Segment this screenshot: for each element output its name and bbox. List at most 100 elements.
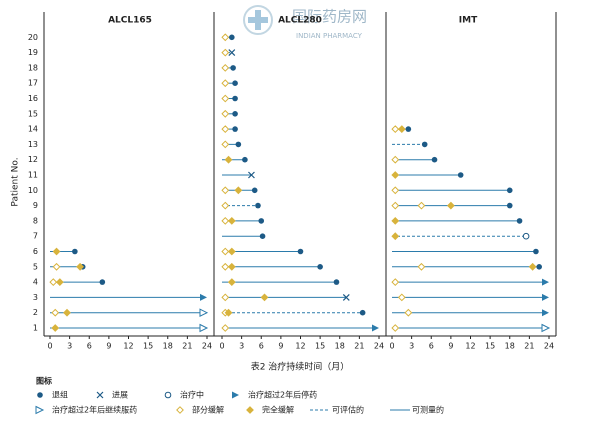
response-marker bbox=[221, 324, 230, 332]
response-marker bbox=[246, 406, 254, 414]
y-tick-label: 11 bbox=[28, 171, 38, 180]
legend-label: 治疗中 bbox=[180, 390, 204, 400]
watermark-subtitle: INDIAN PHARMACY bbox=[296, 32, 363, 40]
response-marker bbox=[221, 48, 230, 57]
x-tick-label: 15 bbox=[315, 342, 325, 351]
x-tick-label: 0 bbox=[219, 342, 224, 351]
y-tick-label: 13 bbox=[28, 140, 38, 149]
end-marker bbox=[37, 392, 43, 398]
x-axis-label: 表2 治疗持续时间（月） bbox=[251, 361, 350, 373]
end-marker bbox=[542, 278, 549, 286]
end-marker bbox=[522, 232, 530, 240]
x-tick-label: 0 bbox=[47, 342, 52, 351]
response-marker bbox=[51, 324, 60, 332]
x-tick-label: 18 bbox=[335, 342, 345, 351]
end-marker bbox=[541, 323, 551, 333]
x-tick-label: 6 bbox=[429, 342, 434, 351]
y-tick-label: 7 bbox=[33, 232, 38, 241]
response-marker bbox=[221, 94, 230, 103]
y-tick-label: 12 bbox=[28, 155, 38, 164]
end-marker bbox=[242, 156, 248, 163]
response-marker bbox=[55, 278, 64, 287]
y-tick-label: 1 bbox=[33, 324, 38, 333]
x-tick-label: 15 bbox=[485, 342, 495, 351]
end-marker bbox=[96, 391, 104, 399]
end-marker bbox=[199, 323, 209, 333]
response-marker bbox=[221, 186, 230, 195]
y-tick-label: 6 bbox=[33, 247, 38, 256]
y-tick-label: 14 bbox=[28, 125, 38, 134]
end-marker bbox=[421, 141, 428, 148]
end-marker bbox=[258, 218, 265, 224]
x-tick-label: 18 bbox=[163, 342, 173, 351]
end-marker bbox=[232, 95, 238, 102]
watermark-ring bbox=[243, 5, 273, 35]
response-marker bbox=[221, 262, 230, 271]
legend-title: 图标 bbox=[36, 376, 52, 386]
legend-label: 治疗超过2年后继续服药 bbox=[52, 405, 137, 415]
end-marker bbox=[251, 187, 258, 194]
end-marker bbox=[259, 233, 266, 239]
y-tick-label: 8 bbox=[33, 216, 38, 225]
end-marker bbox=[200, 293, 207, 301]
end-marker bbox=[35, 405, 45, 415]
end-marker bbox=[230, 65, 236, 71]
end-marker bbox=[542, 309, 549, 317]
y-tick-label: 18 bbox=[28, 63, 38, 72]
response-marker bbox=[221, 79, 230, 88]
x-tick-label: 3 bbox=[409, 342, 414, 351]
response-marker bbox=[224, 308, 233, 317]
watermark-icon bbox=[243, 5, 273, 35]
end-marker bbox=[297, 248, 304, 255]
end-marker bbox=[333, 279, 340, 285]
end-marker bbox=[255, 202, 261, 209]
response-marker bbox=[221, 201, 230, 210]
x-tick-label: 24 bbox=[374, 342, 384, 351]
panel-title: ALCL165 bbox=[108, 16, 152, 26]
y-tick-label: 15 bbox=[28, 109, 38, 118]
x-tick-label: 21 bbox=[524, 342, 534, 351]
y-tick-label: 16 bbox=[28, 94, 38, 103]
end-marker bbox=[228, 49, 236, 57]
response-marker bbox=[528, 262, 537, 271]
legend-label: 治疗超过2年后停药 bbox=[248, 390, 317, 400]
response-marker bbox=[417, 201, 426, 210]
response-marker bbox=[404, 308, 413, 317]
response-marker bbox=[221, 140, 230, 149]
x-tick-label: 6 bbox=[87, 342, 92, 351]
y-tick-label: 2 bbox=[33, 308, 38, 317]
y-tick-label: 20 bbox=[28, 33, 38, 42]
x-tick-label: 21 bbox=[182, 342, 192, 351]
x-tick-label: 12 bbox=[295, 342, 305, 351]
end-marker bbox=[506, 202, 513, 209]
end-marker bbox=[229, 34, 235, 41]
end-marker bbox=[359, 309, 366, 316]
response-marker bbox=[221, 109, 230, 118]
response-marker bbox=[52, 262, 61, 271]
y-tick-label: 4 bbox=[33, 278, 38, 287]
end-marker bbox=[232, 391, 239, 399]
x-tick-label: 3 bbox=[67, 342, 72, 351]
response-marker bbox=[391, 216, 400, 225]
response-marker bbox=[221, 247, 230, 256]
x-tick-label: 9 bbox=[448, 342, 453, 351]
end-marker bbox=[317, 264, 323, 270]
end-marker bbox=[457, 172, 464, 178]
end-marker bbox=[232, 111, 238, 117]
response-marker bbox=[227, 278, 236, 287]
end-marker bbox=[99, 279, 106, 285]
end-marker bbox=[506, 187, 513, 194]
response-marker bbox=[260, 293, 269, 302]
response-marker bbox=[391, 201, 400, 210]
response-marker bbox=[391, 186, 400, 195]
end-marker bbox=[516, 218, 523, 224]
response-marker bbox=[221, 216, 230, 225]
response-marker bbox=[224, 155, 233, 164]
response-marker bbox=[221, 63, 230, 72]
end-marker bbox=[199, 308, 209, 318]
response-marker bbox=[227, 247, 236, 256]
legend-label: 可测量的 bbox=[412, 405, 444, 415]
response-marker bbox=[234, 186, 243, 195]
response-marker bbox=[221, 33, 230, 42]
response-marker bbox=[417, 262, 426, 271]
